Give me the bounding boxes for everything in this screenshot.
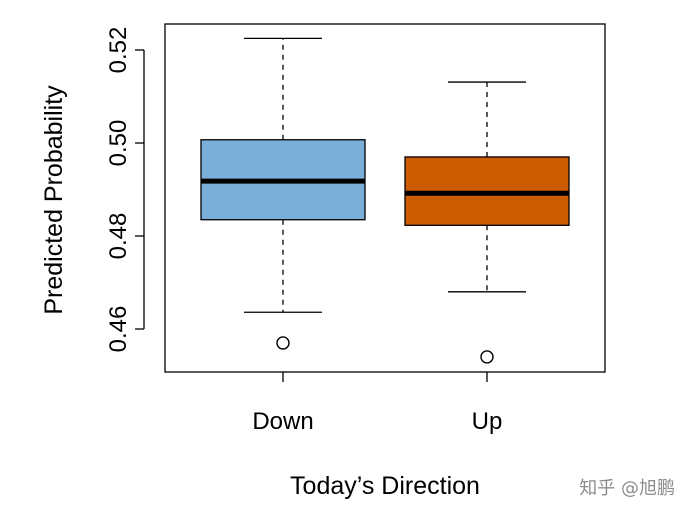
- plot-frame: [164, 23, 606, 373]
- box-series: [200, 37, 570, 364]
- y-tick-label: 0.48: [105, 213, 132, 260]
- y-tick-label: 0.50: [105, 120, 132, 167]
- x-tick-label: Up: [472, 408, 503, 435]
- x-tick-label: Down: [252, 408, 313, 435]
- watermark: 知乎 @旭鹏: [579, 478, 675, 499]
- outlier-point: [276, 336, 290, 350]
- x-axis-title: Today’s Direction: [290, 472, 480, 500]
- y-tick-label: 0.46: [105, 306, 132, 353]
- x-axis: Down Up: [252, 372, 502, 435]
- outlier-point: [480, 350, 494, 364]
- y-axis-title: Predicted Probability: [40, 85, 68, 315]
- box-up: [404, 81, 570, 364]
- box-down: [200, 37, 366, 350]
- y-tick-label: 0.52: [105, 27, 132, 74]
- y-axis: 0.46 0.48 0.50 0.52: [105, 27, 145, 353]
